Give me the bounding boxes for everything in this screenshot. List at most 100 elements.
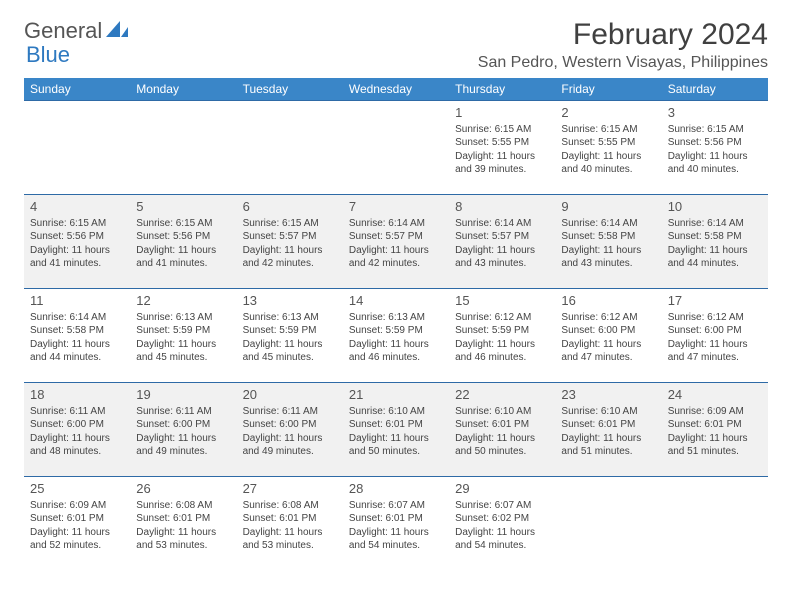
logo: General (24, 18, 130, 44)
sunrise-line: Sunrise: 6:15 AM (455, 123, 549, 137)
daylight-line: Daylight: 11 hours and 46 minutes. (455, 338, 549, 365)
sunset-line: Sunset: 5:59 PM (243, 324, 337, 338)
daylight-line: Daylight: 11 hours and 45 minutes. (243, 338, 337, 365)
sunset-line: Sunset: 6:00 PM (561, 324, 655, 338)
calendar-day-cell: 4Sunrise: 6:15 AMSunset: 5:56 PMDaylight… (24, 195, 130, 289)
calendar-day-cell (555, 477, 661, 571)
day-info: Sunrise: 6:09 AMSunset: 6:01 PMDaylight:… (30, 499, 124, 553)
day-number: 12 (136, 292, 230, 310)
day-number: 10 (668, 198, 762, 216)
sunrise-line: Sunrise: 6:12 AM (668, 311, 762, 325)
daylight-line: Daylight: 11 hours and 39 minutes. (455, 150, 549, 177)
sunset-line: Sunset: 5:58 PM (561, 230, 655, 244)
day-info: Sunrise: 6:14 AMSunset: 5:57 PMDaylight:… (455, 217, 549, 271)
day-number: 14 (349, 292, 443, 310)
calendar-day-cell: 21Sunrise: 6:10 AMSunset: 6:01 PMDayligh… (343, 383, 449, 477)
day-number: 4 (30, 198, 124, 216)
calendar-day-cell: 14Sunrise: 6:13 AMSunset: 5:59 PMDayligh… (343, 289, 449, 383)
daylight-line: Daylight: 11 hours and 49 minutes. (243, 432, 337, 459)
sunset-line: Sunset: 6:00 PM (136, 418, 230, 432)
sunrise-line: Sunrise: 6:10 AM (349, 405, 443, 419)
sunset-line: Sunset: 5:56 PM (668, 136, 762, 150)
calendar-day-cell: 8Sunrise: 6:14 AMSunset: 5:57 PMDaylight… (449, 195, 555, 289)
calendar-header-row: Sunday Monday Tuesday Wednesday Thursday… (24, 78, 768, 101)
sunset-line: Sunset: 5:57 PM (349, 230, 443, 244)
day-number: 17 (668, 292, 762, 310)
day-header-friday: Friday (555, 78, 661, 101)
calendar-day-cell: 2Sunrise: 6:15 AMSunset: 5:55 PMDaylight… (555, 101, 661, 195)
calendar-day-cell (130, 101, 236, 195)
day-info: Sunrise: 6:15 AMSunset: 5:56 PMDaylight:… (136, 217, 230, 271)
day-number: 21 (349, 386, 443, 404)
daylight-line: Daylight: 11 hours and 51 minutes. (668, 432, 762, 459)
logo-text-general: General (24, 18, 102, 44)
calendar-day-cell: 18Sunrise: 6:11 AMSunset: 6:00 PMDayligh… (24, 383, 130, 477)
day-info: Sunrise: 6:14 AMSunset: 5:57 PMDaylight:… (349, 217, 443, 271)
daylight-line: Daylight: 11 hours and 41 minutes. (136, 244, 230, 271)
calendar-day-cell: 20Sunrise: 6:11 AMSunset: 6:00 PMDayligh… (237, 383, 343, 477)
daylight-line: Daylight: 11 hours and 40 minutes. (561, 150, 655, 177)
calendar-day-cell: 13Sunrise: 6:13 AMSunset: 5:59 PMDayligh… (237, 289, 343, 383)
sunrise-line: Sunrise: 6:11 AM (30, 405, 124, 419)
calendar-day-cell: 17Sunrise: 6:12 AMSunset: 6:00 PMDayligh… (662, 289, 768, 383)
day-number: 20 (243, 386, 337, 404)
calendar-day-cell (24, 101, 130, 195)
day-number: 22 (455, 386, 549, 404)
day-number: 8 (455, 198, 549, 216)
daylight-line: Daylight: 11 hours and 44 minutes. (30, 338, 124, 365)
calendar-day-cell: 28Sunrise: 6:07 AMSunset: 6:01 PMDayligh… (343, 477, 449, 571)
calendar-day-cell: 9Sunrise: 6:14 AMSunset: 5:58 PMDaylight… (555, 195, 661, 289)
sunrise-line: Sunrise: 6:07 AM (455, 499, 549, 513)
daylight-line: Daylight: 11 hours and 45 minutes. (136, 338, 230, 365)
day-header-sunday: Sunday (24, 78, 130, 101)
sunset-line: Sunset: 6:01 PM (561, 418, 655, 432)
day-info: Sunrise: 6:12 AMSunset: 6:00 PMDaylight:… (668, 311, 762, 365)
calendar-day-cell: 23Sunrise: 6:10 AMSunset: 6:01 PMDayligh… (555, 383, 661, 477)
sunset-line: Sunset: 6:01 PM (136, 512, 230, 526)
sunrise-line: Sunrise: 6:13 AM (243, 311, 337, 325)
day-info: Sunrise: 6:13 AMSunset: 5:59 PMDaylight:… (243, 311, 337, 365)
day-info: Sunrise: 6:10 AMSunset: 6:01 PMDaylight:… (349, 405, 443, 459)
calendar-week-row: 4Sunrise: 6:15 AMSunset: 5:56 PMDaylight… (24, 195, 768, 289)
day-number: 15 (455, 292, 549, 310)
calendar-week-row: 1Sunrise: 6:15 AMSunset: 5:55 PMDaylight… (24, 101, 768, 195)
sunset-line: Sunset: 6:01 PM (30, 512, 124, 526)
calendar-day-cell: 3Sunrise: 6:15 AMSunset: 5:56 PMDaylight… (662, 101, 768, 195)
calendar-day-cell: 5Sunrise: 6:15 AMSunset: 5:56 PMDaylight… (130, 195, 236, 289)
daylight-line: Daylight: 11 hours and 42 minutes. (243, 244, 337, 271)
daylight-line: Daylight: 11 hours and 54 minutes. (455, 526, 549, 553)
day-number: 25 (30, 480, 124, 498)
calendar-day-cell: 29Sunrise: 6:07 AMSunset: 6:02 PMDayligh… (449, 477, 555, 571)
calendar-day-cell (343, 101, 449, 195)
day-info: Sunrise: 6:13 AMSunset: 5:59 PMDaylight:… (349, 311, 443, 365)
day-number: 16 (561, 292, 655, 310)
daylight-line: Daylight: 11 hours and 43 minutes. (455, 244, 549, 271)
sunset-line: Sunset: 6:01 PM (349, 418, 443, 432)
sunset-line: Sunset: 5:56 PM (136, 230, 230, 244)
location-text: San Pedro, Western Visayas, Philippines (478, 54, 768, 72)
sunrise-line: Sunrise: 6:10 AM (455, 405, 549, 419)
sunrise-line: Sunrise: 6:08 AM (136, 499, 230, 513)
day-header-saturday: Saturday (662, 78, 768, 101)
day-number: 23 (561, 386, 655, 404)
day-info: Sunrise: 6:15 AMSunset: 5:55 PMDaylight:… (455, 123, 549, 177)
day-info: Sunrise: 6:15 AMSunset: 5:56 PMDaylight:… (30, 217, 124, 271)
calendar-day-cell: 12Sunrise: 6:13 AMSunset: 5:59 PMDayligh… (130, 289, 236, 383)
day-number: 28 (349, 480, 443, 498)
day-info: Sunrise: 6:11 AMSunset: 6:00 PMDaylight:… (136, 405, 230, 459)
calendar-day-cell: 26Sunrise: 6:08 AMSunset: 6:01 PMDayligh… (130, 477, 236, 571)
sunrise-line: Sunrise: 6:12 AM (561, 311, 655, 325)
sunrise-line: Sunrise: 6:14 AM (668, 217, 762, 231)
day-info: Sunrise: 6:11 AMSunset: 6:00 PMDaylight:… (30, 405, 124, 459)
day-info: Sunrise: 6:14 AMSunset: 5:58 PMDaylight:… (668, 217, 762, 271)
sunrise-line: Sunrise: 6:11 AM (243, 405, 337, 419)
day-number: 2 (561, 104, 655, 122)
daylight-line: Daylight: 11 hours and 47 minutes. (561, 338, 655, 365)
sunrise-line: Sunrise: 6:14 AM (349, 217, 443, 231)
calendar-day-cell: 16Sunrise: 6:12 AMSunset: 6:00 PMDayligh… (555, 289, 661, 383)
sunrise-line: Sunrise: 6:14 AM (561, 217, 655, 231)
daylight-line: Daylight: 11 hours and 51 minutes. (561, 432, 655, 459)
day-info: Sunrise: 6:10 AMSunset: 6:01 PMDaylight:… (561, 405, 655, 459)
day-info: Sunrise: 6:11 AMSunset: 6:00 PMDaylight:… (243, 405, 337, 459)
day-info: Sunrise: 6:10 AMSunset: 6:01 PMDaylight:… (455, 405, 549, 459)
